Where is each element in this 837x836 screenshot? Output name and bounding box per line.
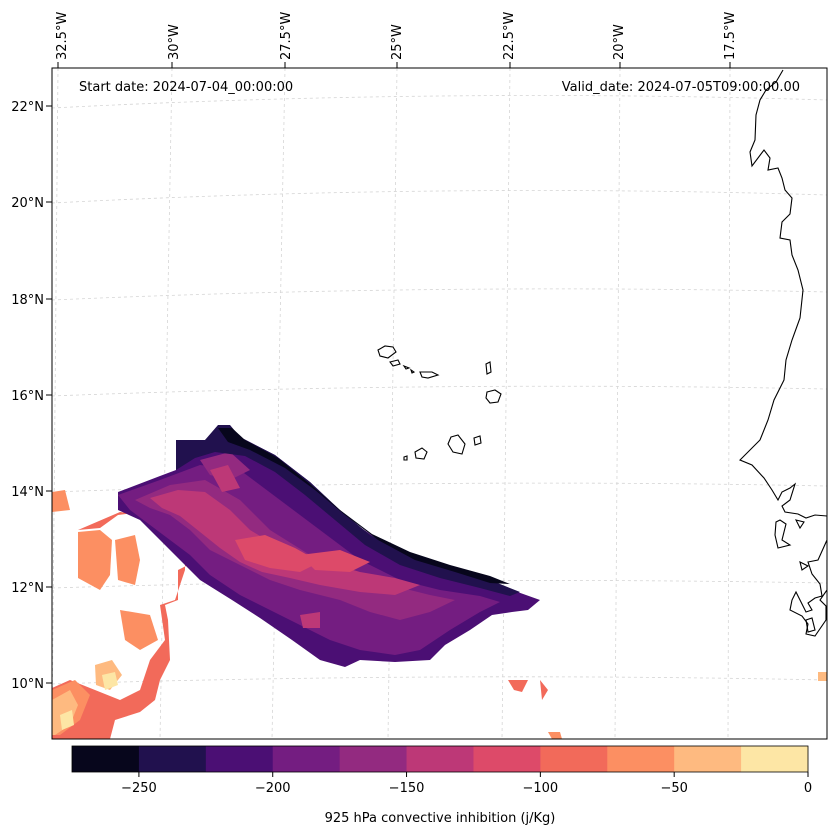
- lon-label: 32.5°W: [55, 12, 70, 60]
- colorbar-segment: [607, 746, 675, 772]
- latitude-axis: 22°N 20°N 18°N 16°N 14°N 12°N 10°N: [11, 100, 52, 692]
- lon-label: 20°W: [612, 24, 627, 60]
- lat-label: 10°N: [11, 677, 44, 692]
- lon-label: 17.5°W: [723, 12, 738, 60]
- colorbar-segment: [540, 746, 608, 772]
- contour-fill: [115, 535, 140, 585]
- lat-label: 20°N: [11, 196, 44, 211]
- contour-fill: [120, 610, 158, 650]
- colorbar-tick-label: −250: [121, 781, 157, 796]
- contour-fill: [52, 510, 188, 739]
- colorbar-label: 925 hPa convective inhibition (j/Kg): [325, 811, 556, 826]
- contour-fill: [78, 530, 112, 590]
- colorbar-segment: [72, 746, 140, 772]
- map-frame: [51, 67, 828, 740]
- lat-label: 14°N: [11, 485, 44, 500]
- contour-fill: [218, 428, 510, 584]
- contour-fill: [60, 710, 74, 730]
- colorbar-tick-label: −100: [523, 781, 559, 796]
- lat-label: 18°N: [11, 293, 44, 308]
- colorbar-segment: [138, 746, 207, 772]
- colorbar-frame: [71, 745, 809, 773]
- colorbar-tick-label: −200: [255, 781, 291, 796]
- cape-verde-islands: [377, 345, 502, 461]
- colorbar-tick-label: −50: [660, 781, 687, 796]
- contour-fill: [150, 490, 420, 595]
- lat-label: 12°N: [11, 581, 44, 596]
- valid-date-text: Valid_date: 2024-07-05T09:00:00.00: [562, 80, 800, 95]
- contour-fill: [818, 672, 827, 681]
- colorbar-segment: [741, 746, 809, 772]
- contour-fill: [300, 612, 320, 628]
- lon-label: 30°W: [167, 24, 182, 60]
- contour-fill: [300, 550, 370, 572]
- lon-label: 22.5°W: [502, 12, 517, 60]
- lon-label: 27.5°W: [279, 12, 294, 60]
- contour-fill: [548, 732, 562, 739]
- colorbar-tick-label: −150: [389, 781, 425, 796]
- contour-fill: [508, 680, 528, 692]
- lon-label: 25°W: [390, 24, 405, 60]
- longitude-axis: 32.5°W 30°W 27.5°W 25°W 22.5°W 20°W 17.5…: [55, 12, 738, 68]
- contour-fill: [102, 672, 118, 690]
- colorbar-segment: [674, 746, 742, 772]
- start-date-text: Start date: 2024-07-04_00:00:00: [79, 80, 293, 95]
- colorbar-ticks: −250 −200 −150 −100 −50 0: [121, 772, 812, 796]
- colorbar-segment: [339, 746, 408, 772]
- colorbar: [72, 746, 809, 772]
- colorbar-segment: [205, 746, 274, 772]
- colorbar-segment: [272, 746, 341, 772]
- contour-fill: [210, 465, 240, 492]
- contour-fill: [235, 535, 320, 572]
- lat-label: 16°N: [11, 389, 44, 404]
- lat-label: 22°N: [11, 100, 44, 115]
- africa-coastline: [739, 69, 827, 637]
- colorbar-segment: [473, 746, 541, 772]
- contour-fill: [52, 690, 78, 735]
- cin-field: [52, 425, 827, 739]
- contour-fill: [52, 490, 70, 512]
- colorbar-tick-label: 0: [804, 781, 812, 796]
- colorbar-segment: [406, 746, 474, 772]
- contour-fill: [540, 680, 548, 700]
